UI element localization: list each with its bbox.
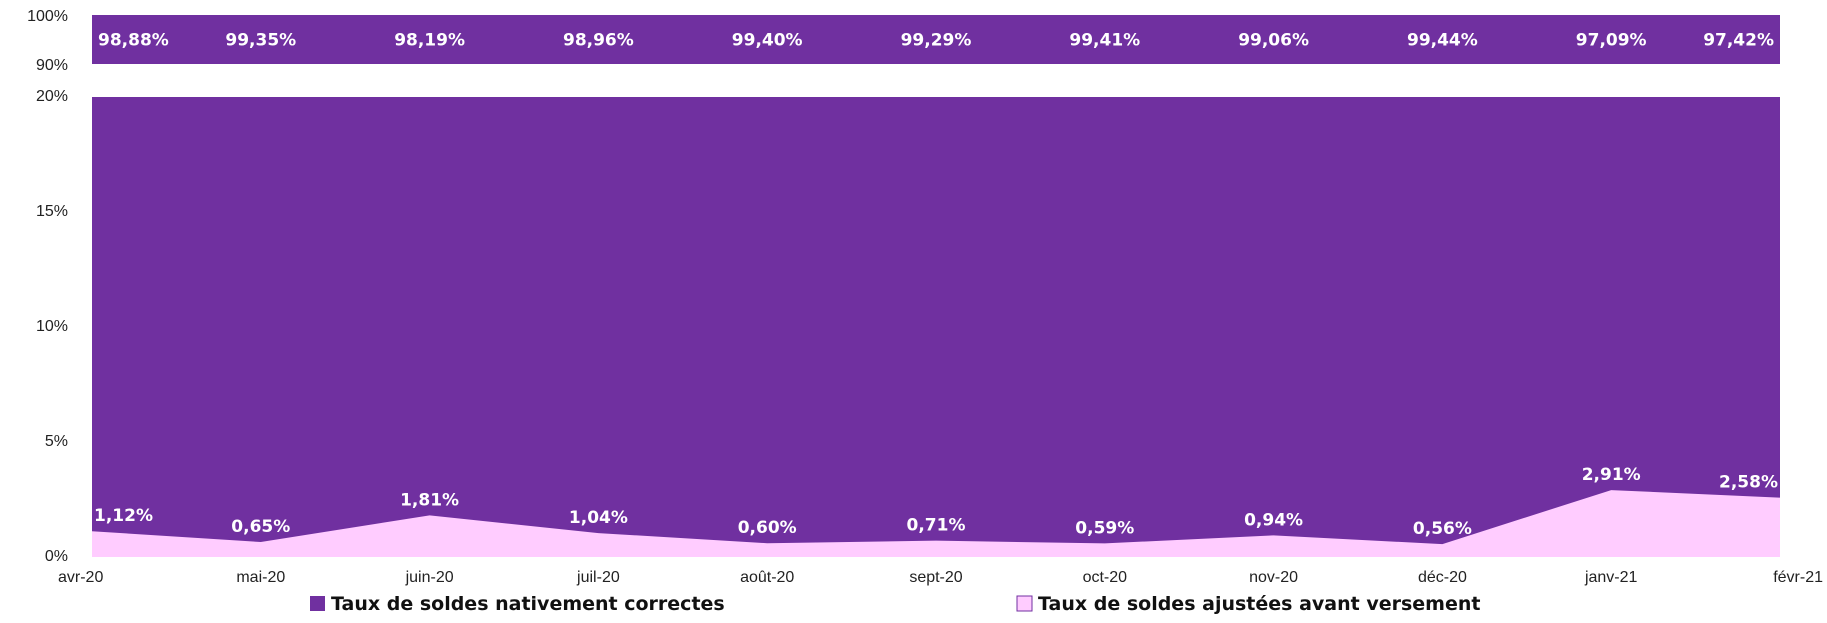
bottom-data-label: 1,04% xyxy=(569,508,628,528)
bottom-data-label: 0,65% xyxy=(231,517,290,537)
adjusted-balances-area xyxy=(92,490,1780,557)
legend-label-adjusted: Taux de soldes ajustées avant versement xyxy=(1038,593,1480,615)
bottom-data-label: 0,60% xyxy=(738,518,797,538)
x-tick-label: août-20 xyxy=(740,569,794,586)
top-data-label: 99,06% xyxy=(1238,31,1309,51)
x-tick-label: janv-21 xyxy=(1584,569,1638,586)
legend-swatch-adjusted xyxy=(1016,595,1033,612)
main-purple-area xyxy=(92,97,1780,557)
x-tick-label: mai-20 xyxy=(236,569,285,586)
top-panel: 100% 90% 98,88% 99,35% 98,19% 98,96% 99,40% 99… xyxy=(27,8,1780,74)
top-data-label: 99,35% xyxy=(225,31,296,51)
x-tick-label: oct-20 xyxy=(1083,569,1128,586)
bottom-data-label: 2,58% xyxy=(1719,473,1778,493)
bottom-data-label: 2,91% xyxy=(1582,465,1641,485)
top-axis-ticks: 100% 90% xyxy=(27,8,68,74)
bottom-data-label: 0,59% xyxy=(1075,518,1134,538)
bottom-data-label: 1,81% xyxy=(400,490,459,510)
x-axis-labels: avr-20 mai-20 juin-20 juil-20 août-20 sept-20… xyxy=(58,569,1823,586)
bottom-data-label: 1,12% xyxy=(94,506,153,526)
x-tick-label: févr-21 xyxy=(1773,569,1823,586)
top-data-label: 98,96% xyxy=(563,31,634,51)
y-tick-label: 10% xyxy=(36,318,68,335)
top-data-label: 98,19% xyxy=(394,31,465,51)
bottom-data-label: 0,56% xyxy=(1413,519,1472,539)
bottom-data-label: 0,94% xyxy=(1244,510,1303,530)
y-tick-label: 15% xyxy=(36,203,68,220)
y-tick-label: 20% xyxy=(36,88,68,105)
top-data-label: 97,09% xyxy=(1576,31,1647,51)
top-data-label: 97,42% xyxy=(1703,31,1774,51)
legend-label-correct: Taux de soldes nativement correctes xyxy=(331,593,725,615)
top-tick-label: 100% xyxy=(27,8,68,25)
top-data-label: 99,29% xyxy=(901,31,972,51)
top-data-label: 99,41% xyxy=(1069,31,1140,51)
bottom-data-labels: 1,12% 0,65% 1,81% 1,04% 0,60% 0,71% 0,59% 0,94%… xyxy=(94,465,1778,539)
legend: Taux de soldes nativement correctes Taux… xyxy=(310,593,1480,615)
legend-swatch-correct xyxy=(310,596,325,611)
y-axis-ticks: 0% 5% 10% 15% 20% xyxy=(36,88,68,565)
y-tick-label: 0% xyxy=(45,548,68,565)
x-tick-label: déc-20 xyxy=(1418,569,1467,586)
bottom-panel: 0% 5% 10% 15% 20% 1,12% 0,65% 1,81% 1,04% 0,60% 0… xyxy=(36,88,1823,586)
x-tick-label: nov-20 xyxy=(1249,569,1298,586)
top-data-label: 99,44% xyxy=(1407,31,1478,51)
y-tick-label: 5% xyxy=(45,433,68,450)
top-purple-band xyxy=(92,15,1780,64)
top-data-label: 98,88% xyxy=(98,31,169,51)
top-data-label: 99,40% xyxy=(732,31,803,51)
x-tick-label: avr-20 xyxy=(58,569,103,586)
top-data-labels: 98,88% 99,35% 98,19% 98,96% 99,40% 99,29% 99,4… xyxy=(98,31,1774,51)
x-tick-label: juin-20 xyxy=(405,569,454,586)
x-tick-label: sept-20 xyxy=(909,569,962,586)
bottom-data-label: 0,71% xyxy=(907,516,966,536)
top-tick-label: 90% xyxy=(36,57,68,74)
x-tick-label: juil-20 xyxy=(576,569,620,586)
